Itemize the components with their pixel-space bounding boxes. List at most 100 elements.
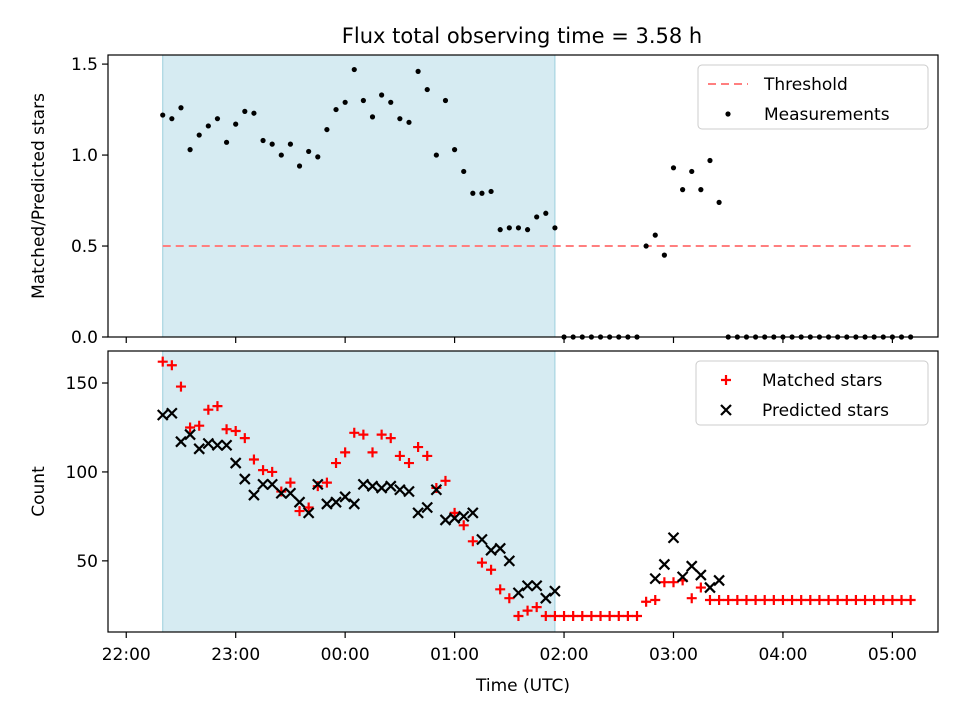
predicted-stars-point xyxy=(193,443,205,455)
matched-stars-point xyxy=(732,594,743,605)
measurement-point xyxy=(479,190,485,196)
matched-stars-point xyxy=(157,356,168,367)
predicted-stars-point xyxy=(357,478,370,491)
matched-stars-point xyxy=(549,610,560,621)
measurement-point xyxy=(652,232,658,238)
legend-label: Matched stars xyxy=(762,371,882,391)
matched-stars-point xyxy=(887,594,898,605)
matched-stars-point xyxy=(458,520,469,531)
predicted-stars-point xyxy=(403,485,415,498)
x-tick-label: 02:00 xyxy=(540,645,589,665)
measurement-point xyxy=(233,121,239,127)
matched-stars-point xyxy=(449,507,460,518)
measurement-point xyxy=(379,92,385,98)
matched-stars-point xyxy=(650,594,661,605)
axes-frame xyxy=(107,350,939,633)
measurement-point xyxy=(315,154,321,160)
predicted-stars-point xyxy=(540,592,552,604)
measurement-point xyxy=(451,147,458,153)
measurement-point xyxy=(670,165,677,171)
predicted-stars-point xyxy=(239,473,251,485)
matched-stars-point xyxy=(695,582,706,593)
predicted-stars-point xyxy=(494,542,506,555)
measurement-point xyxy=(223,139,230,145)
matched-stars-point xyxy=(805,594,816,605)
y-axis-label: Matched/Predicted stars xyxy=(29,93,49,299)
legend-box xyxy=(695,360,929,426)
matched-stars-point xyxy=(203,404,214,415)
predicted-stars-point xyxy=(293,496,306,508)
legend-predicted-swatch xyxy=(720,404,732,416)
measurement-point xyxy=(406,119,412,125)
measurement-point xyxy=(397,116,403,122)
measurement-point xyxy=(534,214,540,220)
measurement-point xyxy=(680,187,686,193)
x-tick-label: 04:00 xyxy=(758,645,807,665)
measurement-point xyxy=(369,114,376,120)
predicted-stars-point xyxy=(248,489,260,501)
legend-measurement-swatch xyxy=(725,111,731,117)
matched-stars-point xyxy=(559,610,570,621)
measurement-point xyxy=(260,137,266,144)
matched-stars-point xyxy=(267,466,278,477)
matched-stars-point xyxy=(777,594,788,605)
measurement-point xyxy=(716,199,722,205)
measurement-point xyxy=(433,152,439,158)
matched-stars-point xyxy=(741,594,752,605)
predicted-stars-point xyxy=(713,574,725,587)
y-tick-label: 1.5 xyxy=(71,55,98,75)
predicted-stars-point xyxy=(229,457,242,469)
predicted-stars-point xyxy=(339,491,351,503)
measurement-point xyxy=(506,225,512,231)
matched-stars-point xyxy=(659,577,670,588)
matched-stars-point xyxy=(814,594,825,605)
x-tick-label: 23:00 xyxy=(211,645,260,665)
matched-stars-point xyxy=(486,564,497,575)
measurement-point xyxy=(351,66,357,73)
measurement-point xyxy=(524,227,531,233)
measurement-point xyxy=(205,123,211,129)
measurement-point xyxy=(515,225,522,231)
matched-stars-point xyxy=(850,594,861,605)
predicted-stars-point xyxy=(485,544,497,556)
predicted-stars-point xyxy=(184,428,196,441)
legend-label: Threshold xyxy=(763,75,848,95)
predicted-stars-point xyxy=(175,435,187,448)
predicted-stars-point xyxy=(412,507,424,519)
matched-stars-point xyxy=(668,577,679,588)
measurement-point xyxy=(689,168,695,175)
legend: Matched stars Predicted stars xyxy=(695,360,929,426)
matched-stars-point xyxy=(403,458,414,469)
matched-stars-point xyxy=(823,594,834,605)
matched-stars-point xyxy=(613,610,624,621)
measurement-point xyxy=(296,163,303,169)
measurement-point xyxy=(388,99,394,105)
matched-stars-point xyxy=(768,594,779,605)
measurement-point xyxy=(214,116,221,122)
measurement-point xyxy=(251,110,257,116)
matched-stars-point xyxy=(878,594,889,605)
legend-matched-swatch xyxy=(721,375,731,385)
predicted-stars-point xyxy=(284,487,297,500)
predicted-stars-point xyxy=(695,569,707,581)
y-tick-label: 50 xyxy=(76,552,98,572)
predicted-stars-point xyxy=(394,483,406,496)
measurement-point xyxy=(169,116,175,122)
predicted-stars-point xyxy=(512,587,525,599)
legend-box xyxy=(697,64,929,130)
predicted-stars-point xyxy=(257,478,269,491)
matched-stars-point xyxy=(212,401,223,412)
measurement-point xyxy=(424,86,430,93)
predicted-stars-point xyxy=(211,439,224,452)
y-tick-label: 0.0 xyxy=(71,328,98,348)
measurement-point xyxy=(461,168,467,175)
matched-stars-point xyxy=(905,594,916,605)
predicted-stars-point xyxy=(649,572,662,585)
measurement-point xyxy=(178,105,184,111)
matched-stars-point xyxy=(349,427,360,438)
measurement-point xyxy=(643,243,649,249)
matched-stars-point xyxy=(869,594,880,605)
predicted-stars-point xyxy=(448,512,461,524)
chart-title: Flux total observing time = 3.58 h xyxy=(342,24,702,48)
